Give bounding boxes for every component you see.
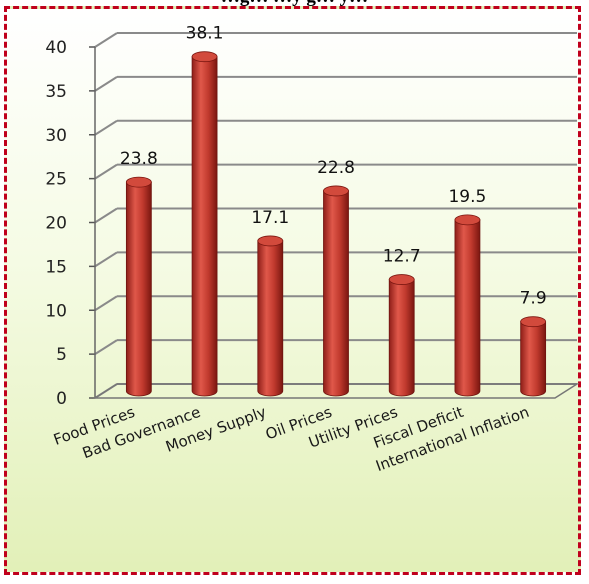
data-label: 17.1 [251, 208, 289, 228]
data-label: 7.9 [520, 289, 547, 309]
bar [191, 51, 218, 397]
y-tick-label: 35 [45, 82, 67, 102]
bar [257, 235, 284, 397]
data-label: 12.7 [383, 247, 421, 267]
y-tick-label: 0 [56, 389, 67, 409]
bar [454, 214, 481, 397]
data-label: 23.8 [120, 149, 158, 169]
bar [125, 176, 152, 397]
y-tick-label: 30 [45, 126, 67, 146]
gridline-side [94, 251, 118, 268]
bar [388, 274, 415, 397]
y-tick-label: 40 [45, 38, 67, 58]
y-tick-label: 5 [56, 345, 67, 365]
data-label: 38.1 [186, 24, 224, 44]
gridline-side [94, 76, 118, 92]
chart-frame [4, 6, 581, 575]
bar [323, 185, 349, 397]
chart-floor [92, 383, 580, 399]
gridline-side [94, 119, 118, 136]
axes [89, 46, 580, 399]
y-tick-label: 25 [45, 170, 67, 190]
gridline-side [94, 339, 118, 355]
data-labels: 23.8 38.1 17.1 22.8 12.7 19.5 7.9 [120, 24, 547, 309]
gridline-side [94, 163, 118, 180]
gridline-side [94, 295, 118, 312]
data-label: 22.8 [317, 158, 355, 178]
bars [125, 51, 547, 397]
data-label: 19.5 [448, 187, 486, 207]
gridline-side [94, 207, 118, 224]
bar [520, 316, 547, 397]
chart-title: …g… …y g… y… [0, 0, 589, 8]
y-tick-label: 20 [45, 214, 67, 234]
y-tick-labels: 0 5 10 15 20 25 30 35 40 [45, 38, 67, 409]
y-tick-label: 15 [45, 257, 67, 277]
y-tick-label: 10 [45, 301, 67, 321]
gridline-side [94, 32, 118, 48]
